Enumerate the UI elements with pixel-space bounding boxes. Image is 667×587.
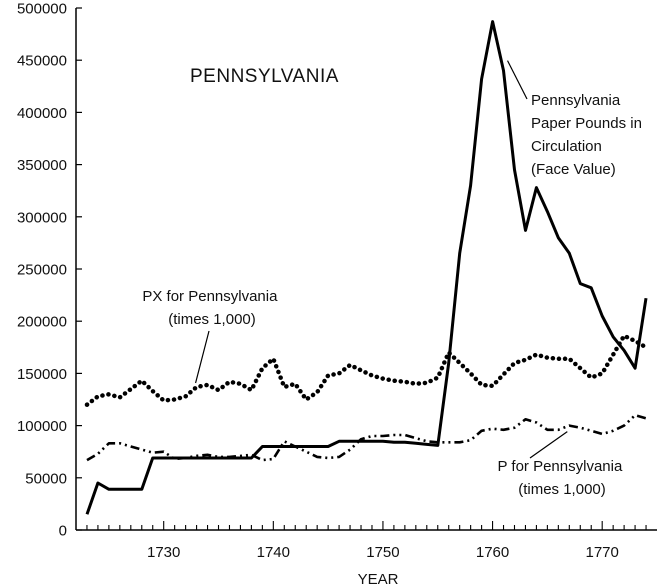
x-tick-label: 1760 <box>476 544 509 561</box>
annotation-line: PX for Pennsylvania <box>142 288 278 305</box>
leader-line-p <box>529 431 568 459</box>
x-tick-label: 1730 <box>147 544 180 561</box>
y-tick-label: 450000 <box>17 53 67 70</box>
y-tick-label: 50000 <box>25 470 67 487</box>
x-axis-label: YEAR <box>358 571 399 587</box>
x-tick-label: 1740 <box>257 544 290 561</box>
annotation-line: (times 1,000) <box>518 481 606 498</box>
y-tick-label: 300000 <box>17 209 67 226</box>
y-tick-label: 400000 <box>17 105 67 122</box>
y-tick-label: 200000 <box>17 314 67 331</box>
x-tick-label: 1750 <box>366 544 399 561</box>
series-p-line <box>86 413 647 462</box>
y-tick-label: 100000 <box>17 418 67 435</box>
annotation-line: (times 1,000) <box>168 311 256 328</box>
y-tick-label: 150000 <box>17 366 67 383</box>
annotation-line: (Face Value) <box>531 161 616 178</box>
leader-line-px <box>195 330 210 384</box>
annotation-line: P for Pennsylvania <box>498 458 623 475</box>
series-annotation-p: P for Pennsylvania (times 1,000) <box>498 458 627 498</box>
series-annotation-px: PX for Pennsylvania (times 1,000) <box>142 288 281 328</box>
series-annotations: Pennsylvania Paper Pounds in Circulation… <box>142 60 646 498</box>
axes: 0 50000 100000 150000 200000 250000 300000 3500… <box>17 1 657 561</box>
annotation-line: Paper Pounds in <box>531 115 642 132</box>
plot-area <box>84 20 649 515</box>
annotation-line: Pennsylvania <box>531 92 621 109</box>
y-tick-label: 0 <box>59 523 67 540</box>
series-annotation-paper-pounds: Pennsylvania Paper Pounds in Circulation… <box>531 92 646 178</box>
x-tick-label: 1770 <box>586 544 619 561</box>
chart-title: PENNSYLVANIA <box>190 66 339 87</box>
leader-line-paper-pounds <box>506 60 528 100</box>
y-tick-label: 250000 <box>17 262 67 279</box>
y-tick-label: 350000 <box>17 157 67 174</box>
annotation-line: Circulation <box>531 138 602 155</box>
y-tick-label: 500000 <box>17 1 67 18</box>
series-px-line <box>84 333 649 407</box>
